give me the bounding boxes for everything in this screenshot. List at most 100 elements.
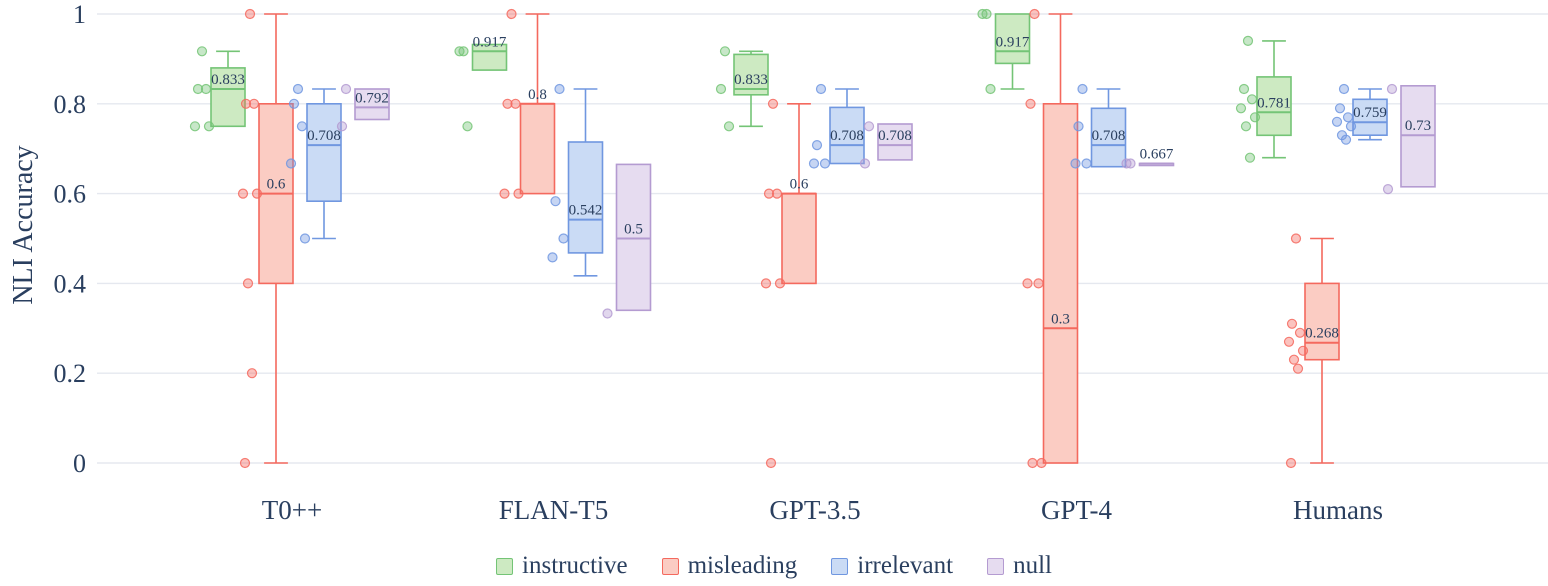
- boxgroup-irrelevant-T0++[interactable]: 0.708: [285, 83, 342, 244]
- boxgroup-misleading-T0++[interactable]: 0.6: [237, 8, 294, 469]
- data-point[interactable]: [1036, 457, 1047, 469]
- data-point[interactable]: [1292, 363, 1304, 374]
- boxgroup-instructive-GPT-4[interactable]: 0.917: [977, 8, 1031, 95]
- data-point[interactable]: [292, 83, 304, 95]
- boxgroup-misleading-GPT-3.5[interactable]: 0.6: [760, 98, 817, 469]
- data-point[interactable]: [815, 83, 827, 95]
- data-point[interactable]: [1033, 278, 1044, 289]
- boxgroup-irrelevant-GPT-4[interactable]: 0.708: [1070, 83, 1127, 169]
- data-point[interactable]: [715, 83, 727, 95]
- box[interactable]: [210, 67, 246, 128]
- data-point[interactable]: [558, 233, 569, 244]
- box[interactable]: [306, 103, 342, 203]
- data-point[interactable]: [977, 8, 988, 20]
- data-point[interactable]: [1290, 233, 1302, 244]
- boxgroup-null-GPT-4[interactable]: 0.667: [1121, 147, 1175, 169]
- data-point[interactable]: [1238, 83, 1250, 95]
- box[interactable]: [354, 88, 390, 121]
- data-point[interactable]: [296, 121, 308, 132]
- data-point[interactable]: [288, 98, 300, 109]
- data-point[interactable]: [251, 188, 263, 199]
- data-point[interactable]: [1022, 278, 1033, 289]
- data-point[interactable]: [1340, 134, 1352, 145]
- box[interactable]: [615, 163, 652, 312]
- data-point[interactable]: [1244, 152, 1256, 163]
- data-point[interactable]: [200, 83, 212, 95]
- data-point[interactable]: [1070, 158, 1081, 169]
- legend-item-null[interactable]: null: [987, 552, 1052, 580]
- data-point[interactable]: [1027, 457, 1038, 469]
- data-point[interactable]: [196, 46, 208, 57]
- data-point[interactable]: [554, 83, 565, 95]
- data-point[interactable]: [1294, 327, 1306, 338]
- data-point[interactable]: [1283, 336, 1295, 347]
- data-point[interactable]: [767, 98, 779, 109]
- data-point[interactable]: [985, 83, 996, 95]
- data-point[interactable]: [454, 46, 465, 57]
- data-point[interactable]: [1338, 83, 1350, 95]
- data-point[interactable]: [774, 278, 786, 289]
- box[interactable]: [1256, 76, 1292, 137]
- boxgroup-instructive-FLAN-T5[interactable]: 0.917: [454, 34, 508, 132]
- boxgroup-null-FLAN-T5[interactable]: 0.5: [602, 163, 652, 319]
- data-point[interactable]: [1235, 103, 1247, 114]
- data-point[interactable]: [763, 188, 775, 199]
- data-point[interactable]: [1342, 112, 1354, 123]
- data-point[interactable]: [499, 188, 510, 199]
- data-point[interactable]: [340, 83, 352, 95]
- data-point[interactable]: [819, 158, 831, 169]
- boxgroup-null-GPT-3.5[interactable]: 0.708: [859, 121, 913, 169]
- boxgroup-irrelevant-GPT-3.5[interactable]: 0.708: [808, 83, 865, 169]
- data-point[interactable]: [859, 158, 871, 169]
- boxgroup-irrelevant-FLAN-T5[interactable]: 0.542: [547, 83, 604, 277]
- boxgroup-instructive-Humans[interactable]: 0.781: [1235, 35, 1292, 163]
- data-point[interactable]: [1242, 35, 1254, 47]
- data-point[interactable]: [285, 158, 297, 169]
- data-point[interactable]: [1297, 345, 1309, 356]
- data-point[interactable]: [550, 196, 561, 207]
- data-point[interactable]: [602, 308, 613, 319]
- box[interactable]: [519, 103, 556, 195]
- data-point[interactable]: [719, 46, 731, 57]
- data-point[interactable]: [1029, 8, 1040, 20]
- boxgroup-irrelevant-Humans[interactable]: 0.759: [1331, 83, 1388, 145]
- data-point[interactable]: [248, 98, 260, 109]
- data-point[interactable]: [1240, 121, 1252, 132]
- data-point[interactable]: [808, 158, 820, 169]
- legend-item-instructive[interactable]: instructive: [496, 552, 628, 580]
- data-point[interactable]: [189, 121, 201, 132]
- data-point[interactable]: [510, 98, 521, 109]
- data-point[interactable]: [765, 457, 777, 469]
- data-point[interactable]: [1073, 121, 1084, 132]
- data-point[interactable]: [760, 278, 772, 289]
- data-point[interactable]: [336, 121, 348, 132]
- boxgroup-misleading-FLAN-T5[interactable]: 0.8: [499, 8, 556, 199]
- data-point[interactable]: [299, 233, 311, 244]
- boxgroup-null-Humans[interactable]: 0.73: [1382, 83, 1436, 195]
- boxgroup-misleading-GPT-4[interactable]: 0.3: [1022, 8, 1079, 469]
- boxgroup-instructive-T0++[interactable]: 0.833: [189, 46, 246, 132]
- data-point[interactable]: [863, 121, 875, 132]
- box[interactable]: [471, 43, 508, 71]
- data-point[interactable]: [513, 188, 524, 199]
- data-point[interactable]: [1382, 184, 1394, 195]
- data-point[interactable]: [1334, 103, 1346, 114]
- data-point[interactable]: [1288, 354, 1300, 365]
- box[interactable]: [1090, 107, 1127, 168]
- data-point[interactable]: [1345, 121, 1357, 132]
- data-point[interactable]: [237, 188, 249, 199]
- data-point[interactable]: [1081, 158, 1092, 169]
- data-point[interactable]: [1246, 94, 1258, 105]
- legend-item-irrelevant[interactable]: irrelevant: [831, 552, 953, 580]
- data-point[interactable]: [547, 252, 558, 263]
- data-point[interactable]: [1285, 457, 1297, 469]
- box[interactable]: [567, 141, 604, 254]
- data-point[interactable]: [1386, 83, 1398, 95]
- data-point[interactable]: [1286, 318, 1298, 329]
- data-point[interactable]: [1077, 83, 1088, 95]
- data-point[interactable]: [1249, 112, 1261, 123]
- box[interactable]: [1352, 98, 1388, 137]
- legend-item-misleading[interactable]: misleading: [661, 552, 797, 580]
- data-point[interactable]: [811, 140, 823, 151]
- data-point[interactable]: [462, 121, 473, 132]
